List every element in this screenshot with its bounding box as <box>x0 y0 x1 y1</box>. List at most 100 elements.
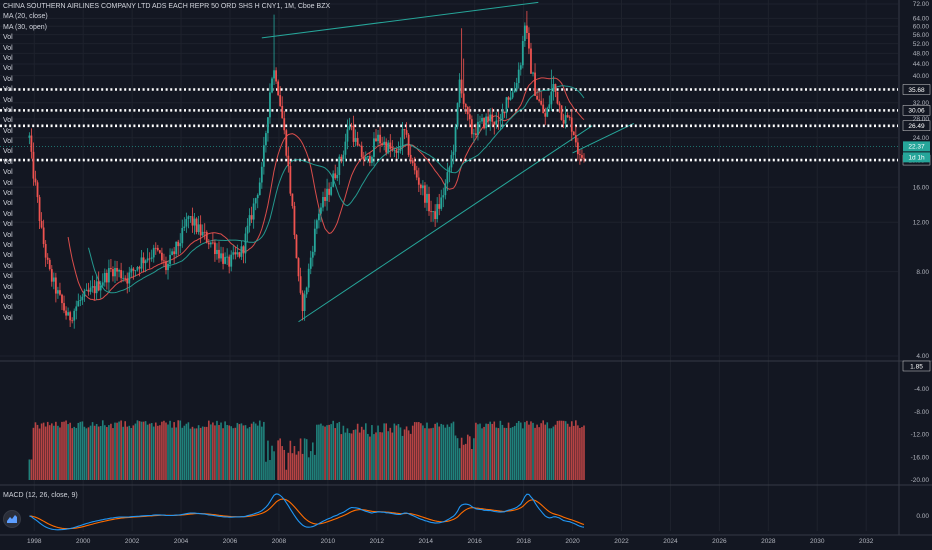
volume-bar <box>106 427 108 480</box>
volume-legend-item[interactable]: Vol <box>3 75 13 83</box>
volume-legend-item[interactable]: Vol <box>3 54 13 62</box>
macd-legend[interactable]: MACD (12, 26, close, 9) <box>3 492 78 499</box>
volume-legend-item[interactable]: Vol <box>3 138 13 146</box>
volume-bar <box>544 424 547 480</box>
candle-body <box>548 104 551 109</box>
volume-bar <box>222 428 224 480</box>
channel-support-line[interactable] <box>572 122 634 154</box>
candle-body <box>207 242 210 245</box>
ma20-legend[interactable]: MA (20, close) <box>3 13 48 21</box>
candle-body <box>252 203 255 220</box>
volume-legend-item[interactable]: Vol <box>3 34 13 42</box>
candle-body <box>572 131 575 136</box>
volume-legend-item[interactable]: Vol <box>3 293 13 301</box>
volume-bar <box>428 428 430 480</box>
volume-bar <box>77 422 80 480</box>
volume-bar <box>281 446 284 480</box>
candle-body <box>346 129 349 142</box>
volume-legend-item[interactable]: Vol <box>3 106 13 114</box>
ma30-legend[interactable]: MA (30, open) <box>3 23 47 31</box>
candle-body <box>63 303 65 311</box>
candle-body <box>262 145 265 167</box>
volume-legend-item[interactable]: Vol <box>3 252 13 260</box>
candle-body <box>260 166 263 183</box>
volume-legend-item[interactable]: Vol <box>3 210 13 218</box>
volume-bar <box>450 423 453 480</box>
volume-bar <box>371 425 373 480</box>
volume-bar <box>157 425 159 480</box>
candle-body <box>140 257 143 269</box>
level-price-tag-box[interactable] <box>902 105 931 116</box>
volume-legend-item[interactable]: Vol <box>3 44 13 52</box>
trend-channel[interactable] <box>261 1 634 323</box>
candle-body <box>389 142 392 149</box>
volume-legend-item[interactable]: Vol <box>3 127 13 135</box>
volume-legend-item[interactable]: Vol <box>3 200 13 208</box>
tradingview-logo-icon[interactable] <box>3 510 21 528</box>
candle-body <box>525 25 528 33</box>
candle-body <box>556 91 559 104</box>
level-price-tag-box[interactable] <box>902 120 931 131</box>
volume-legend-item[interactable]: Vol <box>3 148 13 156</box>
candle-body <box>158 250 161 253</box>
channel-lower-line[interactable] <box>298 125 593 323</box>
volume-bar <box>566 423 569 480</box>
volume-bar <box>32 427 35 480</box>
candle-body <box>534 72 536 96</box>
candle-body <box>118 270 120 272</box>
price-axis-label: 48.00 <box>913 51 930 58</box>
channel-upper-line[interactable] <box>261 1 539 39</box>
volume-legend-item[interactable]: Vol <box>3 169 13 177</box>
volume-legend-item[interactable]: Vol <box>3 96 13 104</box>
candle-body <box>495 120 498 125</box>
time-axis[interactable]: 1998 2000 2002 2004 2006 2008 2010 2012 2014 2016… <box>27 538 874 545</box>
volume-legend-item[interactable]: Vol <box>3 179 13 187</box>
volume-legend-item[interactable]: Vol <box>3 262 13 270</box>
volume-bar <box>297 451 300 480</box>
volume-legend-item[interactable]: Vol <box>3 158 13 166</box>
candle-body <box>407 134 410 155</box>
price-axis-label: 4.00 <box>916 353 929 360</box>
volume-legend-item[interactable]: Vol <box>3 190 13 198</box>
volume-side-tag-box[interactable] <box>902 360 931 372</box>
volume-legend-item[interactable]: Vol <box>3 117 13 125</box>
candle-body <box>238 252 241 257</box>
candle-body <box>116 267 118 272</box>
volume-legend-item[interactable]: Vol <box>3 231 13 239</box>
volume-bar <box>495 427 498 480</box>
candle-body <box>197 224 200 233</box>
volume-legend-item[interactable]: Vol <box>3 65 13 73</box>
pane-separators[interactable] <box>0 0 932 536</box>
volume-legend-item[interactable]: Vol <box>3 314 13 322</box>
volume-legend-item[interactable]: Vol <box>3 273 13 281</box>
volume-legend-item[interactable]: Vol <box>3 283 13 291</box>
volume-bar <box>152 426 155 480</box>
volume-bar <box>252 421 255 480</box>
volume-bar <box>395 425 398 480</box>
volume-bar <box>391 432 394 480</box>
candle-body <box>59 290 61 295</box>
volume-bar <box>575 420 577 480</box>
last-price-tag-box[interactable] <box>903 141 930 152</box>
volume-legend-item[interactable]: Vol <box>3 241 13 249</box>
volume-bar <box>489 421 491 480</box>
candle-body <box>305 287 308 295</box>
volume-bar <box>375 432 377 480</box>
volume-legend-item[interactable]: Vol <box>3 221 13 229</box>
candle-body <box>472 133 475 135</box>
level-price-tag-box[interactable] <box>902 84 931 95</box>
volume-legend-item[interactable]: Vol <box>3 86 13 94</box>
volume-bar <box>195 428 198 480</box>
volume-bar <box>185 423 188 480</box>
volume-bar <box>418 422 420 480</box>
candle-body <box>248 215 251 226</box>
candle-body <box>334 173 337 179</box>
candle-body <box>342 154 345 159</box>
volume-bar <box>216 420 218 480</box>
volume-legend-item[interactable]: Vol <box>3 304 13 312</box>
price-axis-label: 72.00 <box>913 1 930 8</box>
volume-bar <box>163 420 165 480</box>
